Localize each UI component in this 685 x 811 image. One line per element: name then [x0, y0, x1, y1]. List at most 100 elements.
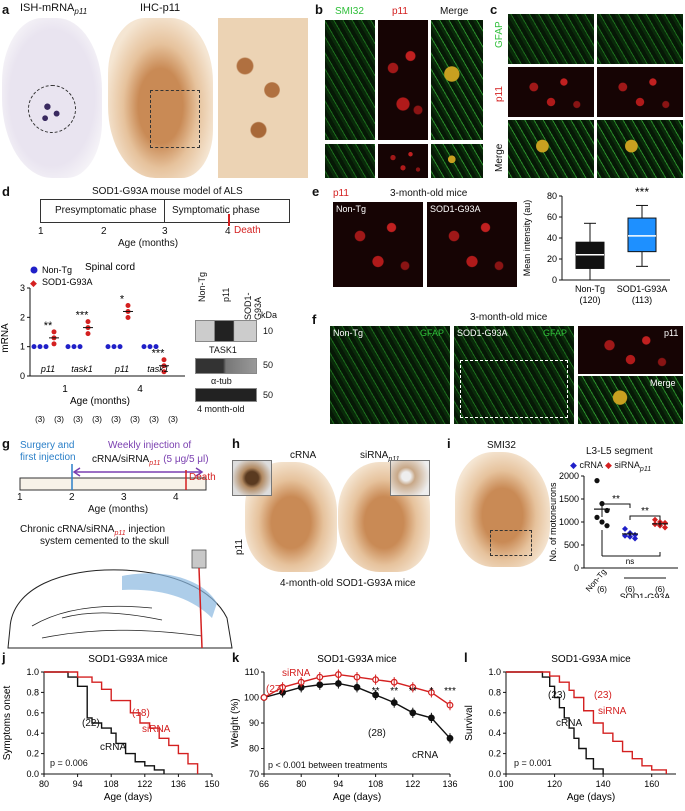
g-arrowheads: [72, 467, 204, 477]
d-wb-kda: kDa: [261, 310, 278, 320]
i-point: [652, 516, 658, 523]
d-y-tick-label: 1: [20, 342, 25, 352]
d-significance: **: [44, 320, 53, 332]
i-smi32-label: SMI32: [487, 440, 516, 451]
d-timeline-title: SOD1-G93A mouse model of ALS: [92, 186, 243, 197]
panel-label-a: a: [2, 2, 10, 17]
i-group-n: (6): [655, 585, 665, 594]
d-xlabel: Age (months): [70, 396, 130, 407]
i-smi32-image: [455, 452, 550, 567]
j-label-sirna: siRNA: [142, 724, 171, 735]
i-point: [604, 523, 610, 529]
l-n-crna: (23): [548, 690, 566, 701]
panel-label-d: d: [2, 184, 10, 199]
d-timeline-divider: [164, 199, 165, 223]
k-title: SOD1-G93A mice: [317, 654, 397, 665]
c-merge-image-2: [597, 120, 683, 178]
j-x-tick-label: 122: [137, 779, 152, 789]
g-timeline: [19, 464, 207, 491]
d-symptomatic: Symptomatic phase: [172, 205, 260, 216]
k-label-sirna: siRNA: [282, 668, 311, 679]
d-point-sod: [125, 302, 131, 308]
i-y-tick-label: 1000: [559, 517, 579, 527]
i-point: [622, 525, 628, 532]
l-y-tick-label: 0.4: [488, 728, 501, 738]
d-gene-label: task1: [147, 364, 169, 374]
g-chronic-text: Chronic cRNA/siRNAp11 injection: [20, 524, 166, 537]
a-ihc-zoom-box: [150, 90, 200, 148]
f-p11-image: [578, 326, 683, 374]
a-ihc-title: IHC-p11: [140, 2, 181, 14]
k-n-crna: (28): [368, 728, 386, 739]
d-point-sod: [161, 357, 167, 363]
k-y-tick-label: 110: [245, 667, 259, 677]
d-month-1: 1: [62, 384, 68, 395]
j-pvalue: p = 0.006: [50, 758, 88, 768]
e-nontg-image: [333, 202, 423, 287]
l-x-tick-label: 120: [547, 779, 562, 789]
k-y-tick-label: 80: [249, 744, 259, 754]
d-wb-row-tub: α-tub: [211, 376, 232, 386]
d-gene-label: p11: [40, 364, 55, 374]
d-point-nontg: [117, 344, 123, 350]
f-title: 3-month-old mice: [470, 312, 548, 323]
e-sod-label: SOD1-G93A: [430, 204, 481, 214]
d-point-nontg: [31, 344, 37, 350]
j-n-sirna: (18): [132, 708, 150, 719]
a-ihc-image: [108, 18, 213, 178]
panel-label-g: g: [2, 436, 10, 451]
c-p11-label: p11: [494, 86, 505, 102]
i-sig-2: **: [641, 506, 649, 517]
a-ihc-zoom-image: [218, 18, 308, 178]
l-xlabel: Age (days): [567, 792, 615, 803]
e-box-chart: 0 20 40 60 80 Mean intensity (au) Non-Tg(120) S…: [522, 185, 670, 305]
j-y-tick-label: 0.0: [26, 769, 39, 779]
e-significance: ***: [635, 185, 649, 199]
e-title: 3-month-old mice: [390, 188, 468, 199]
g-brain-sketch: [7, 549, 233, 649]
g-surgery: Surgery and: [20, 440, 75, 451]
h-sirna-inset: [390, 460, 430, 496]
j-onset-chart: 80 94 108 122 136 150 0.0 0.2 0.4 0.6 0.8 1.0 SOD1-G…: [2, 654, 220, 803]
d-point-nontg: [111, 344, 117, 350]
d-legend-sod: SOD1-G93A: [42, 277, 93, 287]
i-legend: ◆ cRNA ◆ siRNAp11: [570, 460, 652, 473]
l-ylabel: Survival: [464, 705, 475, 741]
d-wb-kda-2: 50: [263, 360, 274, 370]
j-series-sirna: [44, 671, 199, 774]
d-death-marker: [228, 214, 230, 226]
j-y-tick-label: 0.8: [26, 687, 39, 697]
f-gfap-label-1: GFAP: [420, 328, 445, 338]
g-tick-1: 1: [17, 492, 23, 503]
d-point-sod: [85, 319, 91, 325]
j-xlabel: Age (days): [104, 792, 152, 803]
d-gene-label: p11: [114, 364, 129, 374]
c-gfap-image-2: [597, 14, 683, 64]
panel-label-j: j: [2, 650, 6, 665]
d-tick-2: 2: [101, 226, 107, 237]
i-point: [622, 532, 628, 539]
h-sirna-label: siRNAp11: [360, 450, 400, 463]
e-p11-label: p11: [333, 188, 349, 199]
d-month-4: 4: [137, 384, 143, 395]
d-n-label: (3): [130, 415, 140, 424]
e-ylabel: Mean intensity (au): [522, 200, 532, 277]
e-sod-image: [427, 202, 517, 287]
k-xlabel: Age (days): [333, 792, 381, 803]
c-p11-image-2: [597, 67, 683, 117]
f-merge-label: Merge: [650, 378, 676, 388]
i-ns: ns: [626, 557, 634, 566]
d-point-nontg: [105, 344, 111, 350]
i-group-n: (6): [597, 585, 607, 594]
c-p11-image-1: [508, 67, 594, 117]
i-point: [662, 524, 668, 531]
f-zoom-box: [460, 360, 568, 418]
d-age-label: Age (months): [118, 238, 179, 249]
l-y-tick-label: 1.0: [488, 667, 501, 677]
d-point-nontg: [71, 344, 77, 350]
i-point: [632, 535, 638, 542]
j-x-tick-label: 80: [39, 779, 49, 789]
g-weekly: Weekly injection of: [108, 440, 192, 451]
k-y-tick-label: 100: [244, 693, 259, 703]
d-point-nontg: [65, 344, 71, 350]
